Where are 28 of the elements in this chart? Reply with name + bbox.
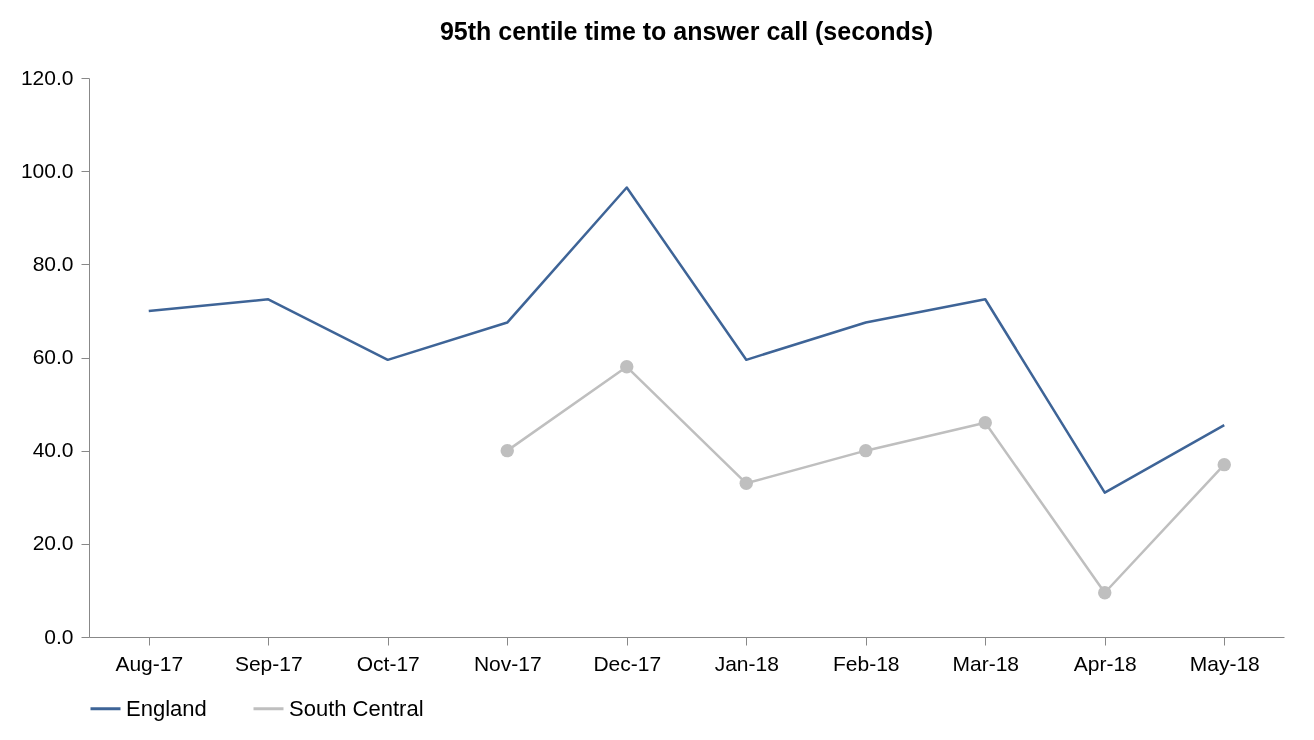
point [620,360,634,374]
y-tick-label: 100.0 [20,158,74,182]
legend-label: England [126,695,207,721]
point [859,443,873,458]
x-tick-label: Aug-17 [115,651,184,675]
legend-label: South Central [289,695,424,721]
x-tick-label: Sep-17 [234,651,303,675]
y-tick-label: 60.0 [32,345,74,368]
x-tick-label: May-18 [1189,651,1260,675]
chart-title: 95th centile time to answer call (seconds) [439,17,934,45]
x-tick-label: Feb-18 [832,651,900,675]
y-tick-label: 40.0 [32,438,74,462]
x-tick-label: Mar-18 [952,651,1020,675]
x-tick-label: Dec-17 [593,651,662,675]
point [1098,586,1112,600]
y-tick-label: 20.0 [32,531,74,555]
point [978,416,992,430]
x-tick-label: Apr-18 [1073,651,1137,675]
point [500,443,514,458]
line-series [147,186,1226,494]
point [739,476,753,490]
point [1217,457,1231,472]
x-tick-label: Nov-17 [473,651,542,675]
y-tick-label: 80.0 [32,251,74,275]
x-tick-label: Jan-18 [714,651,779,675]
x-tick-label: Oct-17 [356,651,420,675]
y-tick-label: 0.0 [44,624,74,648]
y-tick-label: 120.0 [20,65,74,89]
